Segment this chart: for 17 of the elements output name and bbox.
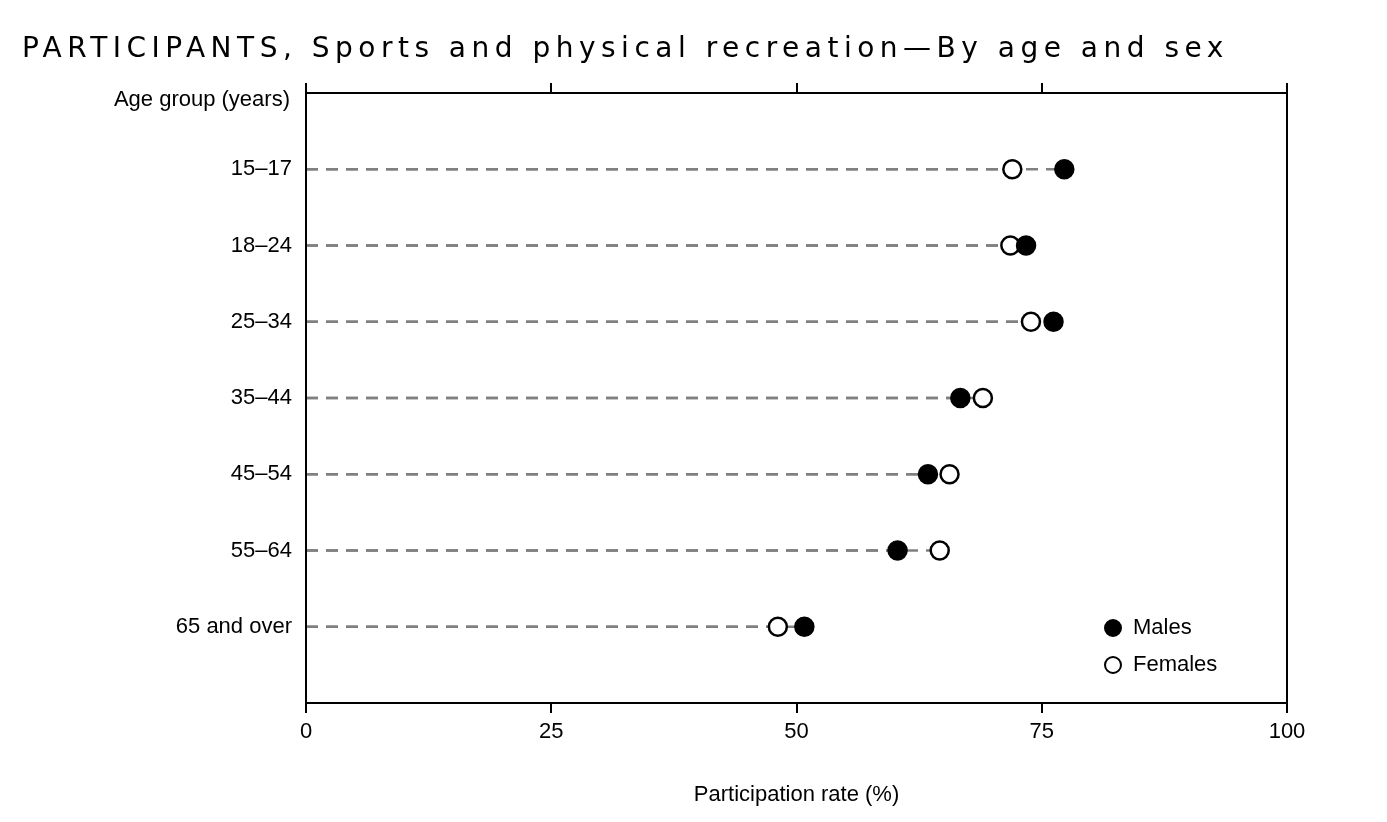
y-tick-label: 35–44: [230, 384, 292, 410]
chart-title: PARTICIPANTS, Sports and physical recreation—By age and sex: [22, 31, 1229, 65]
legend-label: Males: [1133, 614, 1192, 640]
y-axis-title: Age group (years): [113, 86, 290, 112]
y-tick-label: 15–17: [230, 155, 292, 181]
y-tick-label: 65 and over: [175, 612, 292, 638]
x-tick-label: 50: [784, 718, 809, 744]
x-axis-title: Participation rate (%): [693, 780, 900, 806]
y-tick-label: 18–24: [230, 231, 292, 257]
x-tick-label: 25: [539, 718, 564, 744]
y-tick-label: 45–54: [230, 460, 292, 486]
x-tick-label: 0: [299, 718, 313, 744]
legend-label: Females: [1133, 651, 1218, 677]
y-tick-label: 55–64: [230, 536, 292, 562]
x-tick-label: 75: [1029, 718, 1054, 744]
x-tick-label: 100: [1268, 718, 1306, 744]
y-tick-label: 25–34: [230, 307, 292, 333]
